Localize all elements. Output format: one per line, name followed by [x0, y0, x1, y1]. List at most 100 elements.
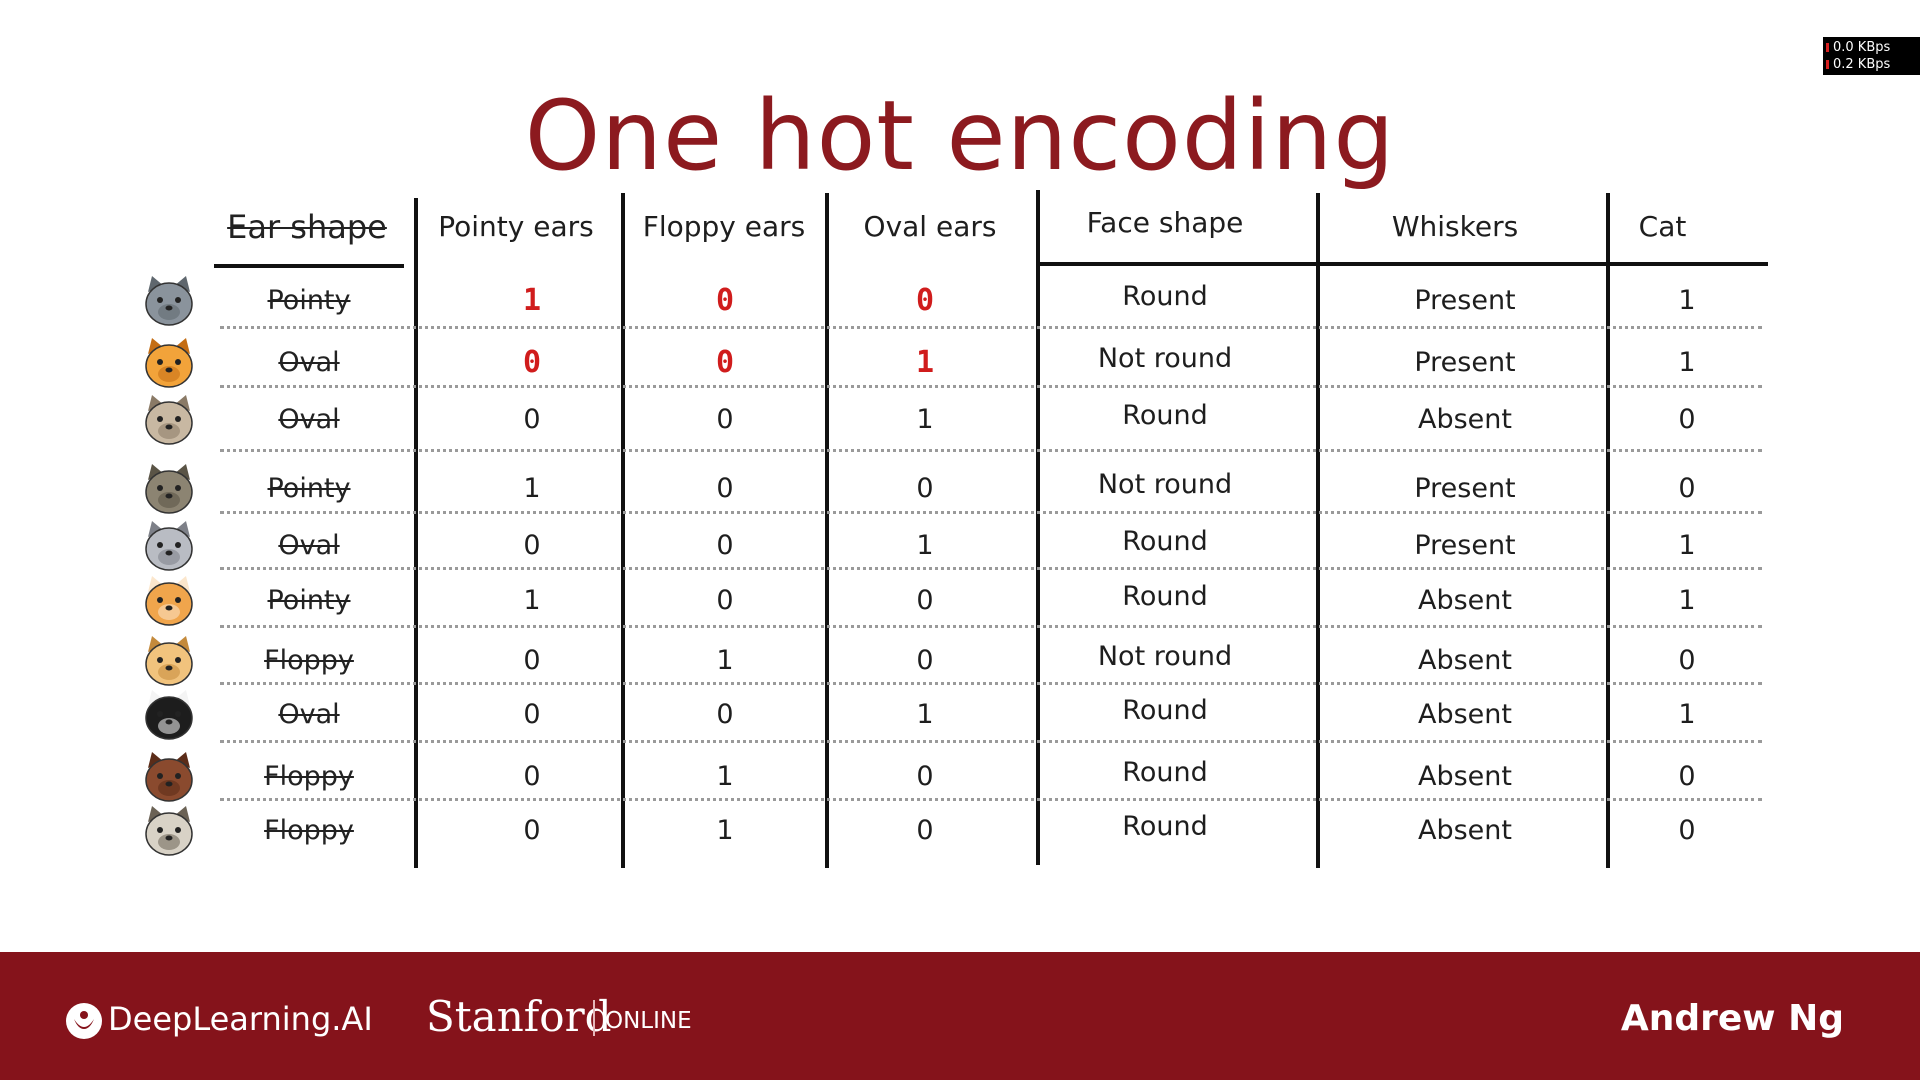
- header-pointy-ears: Pointy ears: [438, 210, 594, 243]
- cell-floppy: 0: [716, 530, 734, 561]
- cell-face: Not round: [1097, 469, 1233, 500]
- network-up-speed: 0.2 KBps: [1823, 56, 1920, 73]
- cell-whiskers: Absent: [1418, 699, 1512, 730]
- orange-cat-icon: [140, 336, 198, 388]
- slide-title: One hot encoding: [524, 80, 1396, 192]
- header-underline-right: [1040, 262, 1768, 266]
- header-cat: Cat: [1638, 210, 1687, 243]
- cell-whiskers: Absent: [1418, 645, 1512, 676]
- tan-dog-icon: [140, 393, 198, 445]
- footer-bar: DeepLearning.AI Stanford ONLINE Andrew N…: [0, 952, 1920, 1080]
- cell-floppy: 0: [716, 699, 734, 730]
- cell-pointy: 0: [523, 645, 541, 676]
- cell-pointy: 0: [523, 699, 541, 730]
- row-separator: [220, 511, 1762, 515]
- stanford-brand: Stanford: [426, 992, 612, 1041]
- silver-cat-icon: [140, 519, 198, 571]
- row-separator: [220, 326, 1762, 330]
- header-whiskers: Whiskers: [1391, 210, 1519, 243]
- cell-pointy: 0: [522, 345, 542, 380]
- column-divider: [1606, 193, 1610, 868]
- cell-cat: 0: [1678, 645, 1696, 676]
- cell-cat: 0: [1678, 473, 1696, 504]
- cell-pointy: 0: [523, 530, 541, 561]
- cell-ear: Pointy: [267, 285, 351, 316]
- cell-floppy: 1: [716, 645, 734, 676]
- network-speed-overlay: 0.0 KBps 0.2 KBps: [1823, 37, 1920, 75]
- cell-cat: 0: [1678, 761, 1696, 792]
- column-divider: [414, 198, 418, 868]
- cell-face: Round: [1122, 281, 1208, 312]
- cell-ear: Oval: [278, 347, 340, 378]
- cell-oval: 0: [916, 585, 934, 616]
- cell-whiskers: Absent: [1418, 585, 1512, 616]
- cell-oval: 1: [916, 699, 934, 730]
- pug-icon: [140, 804, 198, 856]
- cell-pointy: 1: [523, 585, 541, 616]
- cell-whiskers: Present: [1414, 285, 1516, 316]
- cell-whiskers: Present: [1414, 347, 1516, 378]
- cell-pointy: 1: [522, 283, 542, 318]
- row-separator: [220, 567, 1762, 571]
- cell-whiskers: Absent: [1418, 404, 1512, 435]
- cell-floppy: 0: [716, 404, 734, 435]
- cell-ear: Oval: [278, 404, 340, 435]
- row-separator: [220, 448, 1762, 452]
- column-divider: [621, 193, 625, 868]
- author-name: Andrew Ng: [1620, 998, 1844, 1039]
- cell-face: Not round: [1097, 343, 1233, 374]
- cell-face: Round: [1122, 695, 1208, 726]
- cell-cat: 1: [1678, 530, 1696, 561]
- cell-face: Round: [1122, 400, 1208, 431]
- cell-pointy: 1: [523, 473, 541, 504]
- header-oval-ears: Oval ears: [863, 210, 997, 243]
- cell-floppy: 0: [715, 345, 735, 380]
- cell-cat: 1: [1678, 585, 1696, 616]
- cell-ear: Floppy: [264, 761, 354, 792]
- cell-face: Round: [1122, 811, 1208, 842]
- column-divider: [1316, 193, 1320, 868]
- cell-cat: 1: [1678, 285, 1696, 316]
- cell-oval: 0: [915, 283, 935, 318]
- cell-floppy: 1: [716, 815, 734, 846]
- cell-face: Round: [1122, 581, 1208, 612]
- cell-ear: Floppy: [264, 645, 354, 676]
- column-divider: [1036, 190, 1040, 865]
- row-separator: [220, 740, 1762, 744]
- cell-pointy: 0: [523, 404, 541, 435]
- cell-ear: Oval: [278, 530, 340, 561]
- cell-face: Not round: [1097, 641, 1233, 672]
- cell-oval: 0: [916, 473, 934, 504]
- cell-whiskers: Absent: [1418, 815, 1512, 846]
- cell-ear: Oval: [278, 699, 340, 730]
- cell-floppy: 0: [715, 283, 735, 318]
- cell-oval: 1: [916, 404, 934, 435]
- header-ear-shape: Ear shape: [227, 208, 387, 246]
- cell-whiskers: Present: [1414, 530, 1516, 561]
- gray-cat-icon: [140, 274, 198, 326]
- black-white-cat-icon: [140, 688, 198, 740]
- row-separator: [220, 681, 1762, 685]
- row-separator: [220, 385, 1762, 389]
- cell-ear: Floppy: [264, 815, 354, 846]
- cell-cat: 0: [1678, 404, 1696, 435]
- cell-cat: 1: [1678, 699, 1696, 730]
- stanford-online-label: ONLINE: [605, 1008, 692, 1034]
- orange-white-cat-icon: [140, 574, 198, 626]
- cell-face: Round: [1122, 757, 1208, 788]
- cell-whiskers: Present: [1414, 473, 1516, 504]
- cell-whiskers: Absent: [1418, 761, 1512, 792]
- network-down-speed: 0.0 KBps: [1823, 39, 1920, 56]
- header-face-shape: Face shape: [1086, 206, 1244, 239]
- cell-oval: 0: [916, 645, 934, 676]
- cell-ear: Pointy: [267, 473, 351, 504]
- wolf-icon: [140, 462, 198, 514]
- header-floppy-ears: Floppy ears: [642, 210, 806, 243]
- deeplearning-logo-icon: [66, 1003, 102, 1039]
- cell-oval: 0: [916, 761, 934, 792]
- cell-pointy: 0: [523, 815, 541, 846]
- header-underline-left: [214, 264, 404, 268]
- row-separator: [220, 797, 1762, 801]
- stanford-divider: [593, 1000, 595, 1036]
- deeplearning-brand: DeepLearning.AI: [108, 1000, 373, 1038]
